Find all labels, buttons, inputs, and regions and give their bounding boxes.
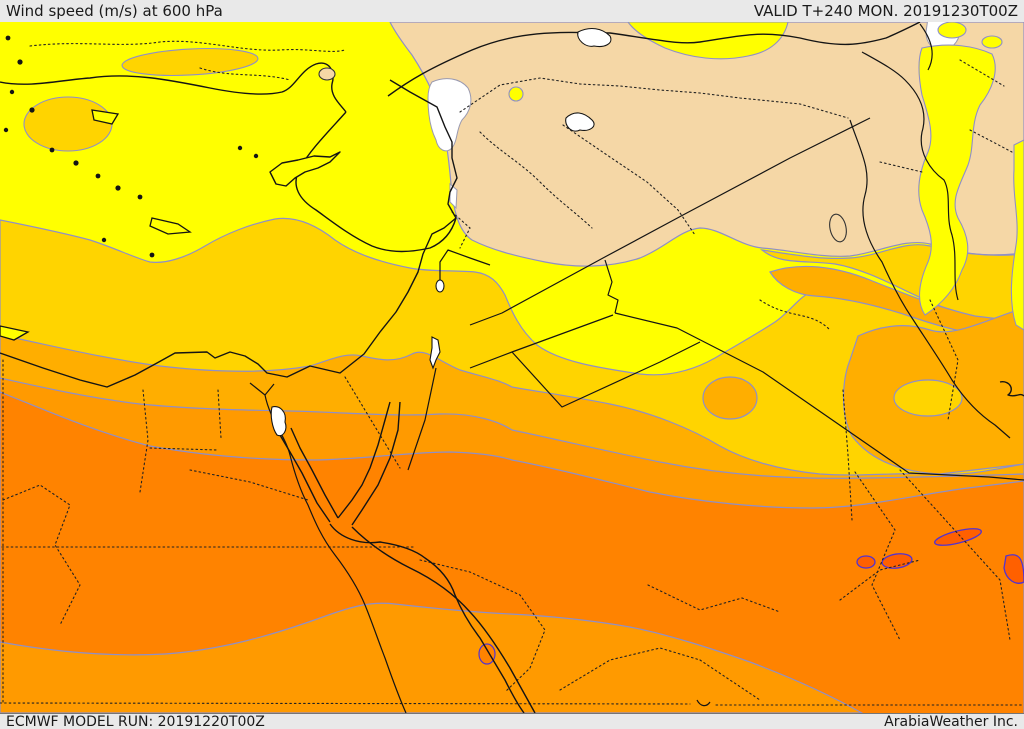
black-sea-coast [387, 21, 921, 97]
contour-blob-amber-jordan [702, 376, 758, 420]
credit-label: ArabiaWeather Inc. [884, 713, 1018, 729]
salt-lakes [318, 67, 847, 243]
suez-canal-lakes [270, 406, 287, 437]
sea-of-galilee [435, 279, 445, 293]
jordan-iraq-border [604, 259, 619, 314]
levant-egypt-coast [0, 217, 457, 388]
aegean-islands [3, 35, 259, 258]
sudan-coast-curl [696, 699, 711, 707]
lesbos-island [91, 109, 120, 125]
jordan-saudi-border [469, 314, 701, 408]
country-borders-solid [407, 23, 1024, 707]
map-title: Wind speed (m/s) at 600 hPa [6, 1, 223, 20]
red-sea-east-coast [351, 526, 536, 714]
contour-patches-gold [23, 47, 259, 152]
dead-sea [429, 336, 441, 370]
lake-tuz [318, 67, 336, 81]
bottom-info-bar: ECMWF MODEL RUN: 20191220T00Z ArabiaWeat… [0, 713, 1024, 729]
lake-van [565, 112, 595, 132]
coastlines [0, 21, 1024, 714]
gulf-of-suez [276, 427, 339, 523]
rhodes-island [149, 217, 192, 235]
lake-urmia [829, 213, 847, 243]
iraq-saudi-border [614, 312, 1024, 481]
israel-jordan-border [407, 249, 491, 471]
contour-notch-gold [893, 379, 963, 417]
contour-blob-dark-redsea [478, 643, 496, 665]
contour-patches-yellow [508, 21, 1024, 331]
valid-time-label: VALID T+240 MON. 20191230T00Z [753, 1, 1018, 20]
lakes [270, 27, 612, 437]
top-info-bar: Wind speed (m/s) at 600 hPa VALID T+240 … [0, 0, 1024, 22]
large-islands [0, 109, 192, 341]
contour-region-orange-south [0, 602, 865, 714]
nile-river [249, 382, 407, 714]
contour-blobs-max [856, 528, 1024, 584]
syria-iraq-jordan-border [469, 117, 871, 326]
model-run-label: ECMWF MODEL RUN: 20191220T00Z [6, 713, 265, 729]
lake-sevan [577, 27, 612, 48]
iran-border [849, 119, 1011, 439]
gulf-of-aqaba [337, 401, 401, 526]
caucasus-borders [861, 23, 959, 301]
red-sea-west-coast [329, 523, 525, 714]
cyprus-coast [269, 151, 341, 187]
crete-tip [0, 325, 30, 341]
rivers [249, 382, 407, 714]
gulf-coast-kuwait [999, 381, 1024, 397]
country-borders-dotted [0, 40, 1024, 706]
aegean-coast [0, 62, 347, 113]
